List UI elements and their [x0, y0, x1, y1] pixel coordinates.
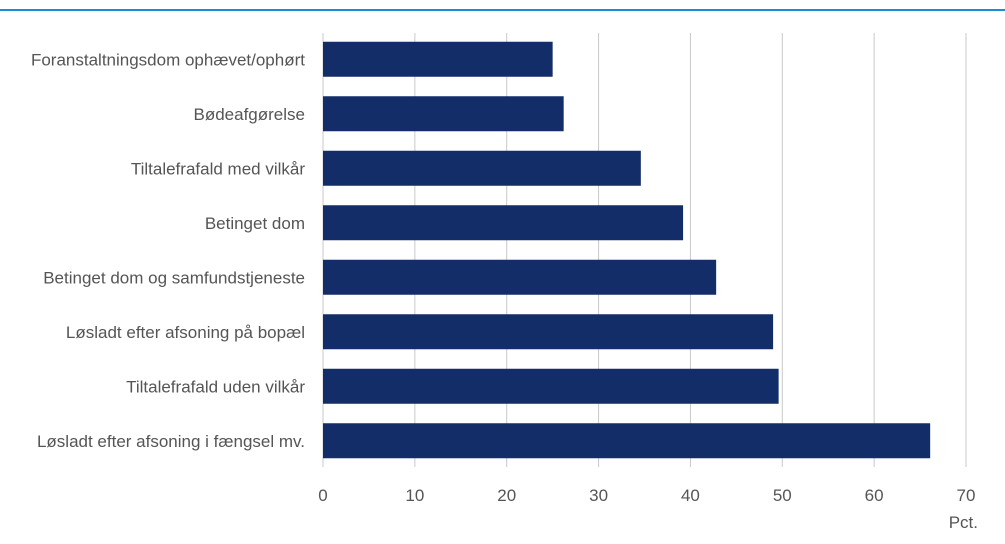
bar [323, 259, 717, 295]
bar [323, 314, 774, 350]
x-tick-label: 50 [773, 486, 792, 505]
category-label: Bødeafgørelse [194, 105, 306, 124]
category-label: Løsladt efter afsoning på bopæl [66, 323, 305, 342]
bar [323, 41, 553, 77]
x-tick-label: 0 [318, 486, 327, 505]
category-label: Løsladt efter afsoning i fængsel mv. [37, 432, 305, 451]
bars [323, 41, 931, 459]
category-label: Betinget dom og samfundstjeneste [43, 268, 305, 287]
bar [323, 205, 684, 241]
category-label: Betinget dom [205, 214, 305, 233]
x-tick-labels: 0 10 20 30 40 50 60 70 [318, 486, 975, 505]
category-label: Foranstaltningsdom ophævet/ophørt [31, 50, 305, 69]
category-label: Tiltalefrafald uden vilkår [126, 377, 305, 396]
category-label: Tiltalefrafald med vilkår [131, 159, 305, 178]
x-tick-label: 30 [589, 486, 608, 505]
bar [323, 368, 779, 404]
x-axis-unit-label: Pct. [949, 513, 978, 532]
bar [323, 150, 641, 186]
bar [323, 423, 931, 459]
x-tick-label: 40 [681, 486, 700, 505]
bar [323, 96, 564, 132]
top-rule [0, 9, 1005, 11]
x-tick-label: 60 [865, 486, 884, 505]
x-tick-label: 70 [957, 486, 976, 505]
x-tick-label: 20 [497, 486, 516, 505]
x-tick-label: 10 [405, 486, 424, 505]
category-labels: Foranstaltningsdom ophævet/ophørt Bødeafg… [31, 50, 305, 451]
